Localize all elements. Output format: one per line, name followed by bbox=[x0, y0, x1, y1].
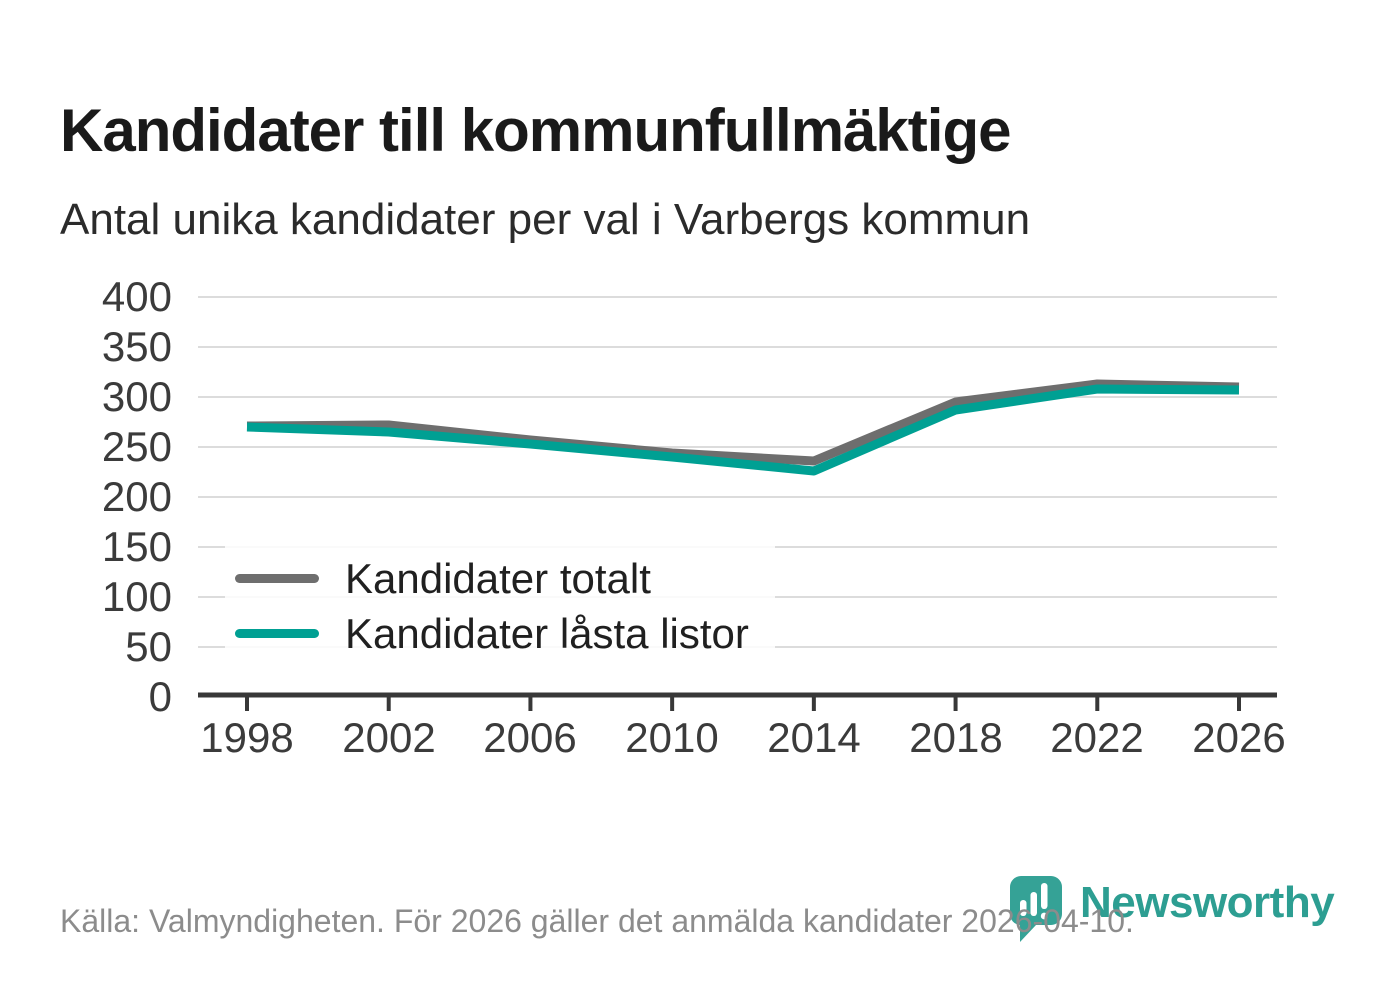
legend-item-total: Kandidater totalt bbox=[235, 551, 749, 606]
x-tick-label: 2022 bbox=[1050, 714, 1144, 761]
series-line-kandidater-lasta-listor bbox=[246, 384, 1240, 476]
page-subtitle: Antal unika kandidater per val i Varberg… bbox=[60, 195, 1031, 244]
x-tick-label: 2018 bbox=[909, 714, 1003, 761]
legend-swatch-total bbox=[235, 574, 319, 583]
x-tick-label: 2010 bbox=[625, 714, 719, 761]
y-tick-label: 300 bbox=[101, 373, 172, 420]
legend-label-total: Kandidater totalt bbox=[345, 554, 651, 602]
y-tick-label: 400 bbox=[101, 273, 172, 320]
y-tick-label: 250 bbox=[101, 423, 172, 470]
y-tick-label: 150 bbox=[101, 523, 172, 570]
x-tick-label: 2002 bbox=[342, 714, 436, 761]
chart-legend: Kandidater totalt Kandidater låsta listo… bbox=[225, 545, 775, 669]
y-tick-label: 200 bbox=[101, 473, 172, 520]
y-tick-label: 50 bbox=[125, 623, 172, 670]
legend-swatch-locked-lists bbox=[235, 629, 319, 638]
series-line-kandidater-totalt bbox=[246, 379, 1240, 466]
legend-item-locked-lists: Kandidater låsta listor bbox=[235, 606, 749, 661]
x-tick-label: 1998 bbox=[200, 714, 294, 761]
legend-label-locked-lists: Kandidater låsta listor bbox=[345, 609, 749, 657]
page-title: Kandidater till kommunfullmäktige bbox=[60, 97, 1011, 165]
source-note: Källa: Valmyndigheten. För 2026 gäller d… bbox=[60, 903, 1134, 939]
newsworthy-logo-icon bbox=[1010, 876, 1062, 942]
x-tick-label: 2014 bbox=[767, 714, 861, 761]
x-tick-label: 2006 bbox=[483, 714, 577, 761]
y-tick-label: 350 bbox=[101, 323, 172, 370]
y-tick-label: 100 bbox=[101, 573, 172, 620]
newsworthy-wordmark: Newsworthy bbox=[1080, 878, 1335, 927]
newsworthy-brand: Newsworthy bbox=[1010, 876, 1335, 948]
x-tick-label: 2026 bbox=[1192, 714, 1286, 761]
y-tick-label: 0 bbox=[148, 673, 172, 720]
